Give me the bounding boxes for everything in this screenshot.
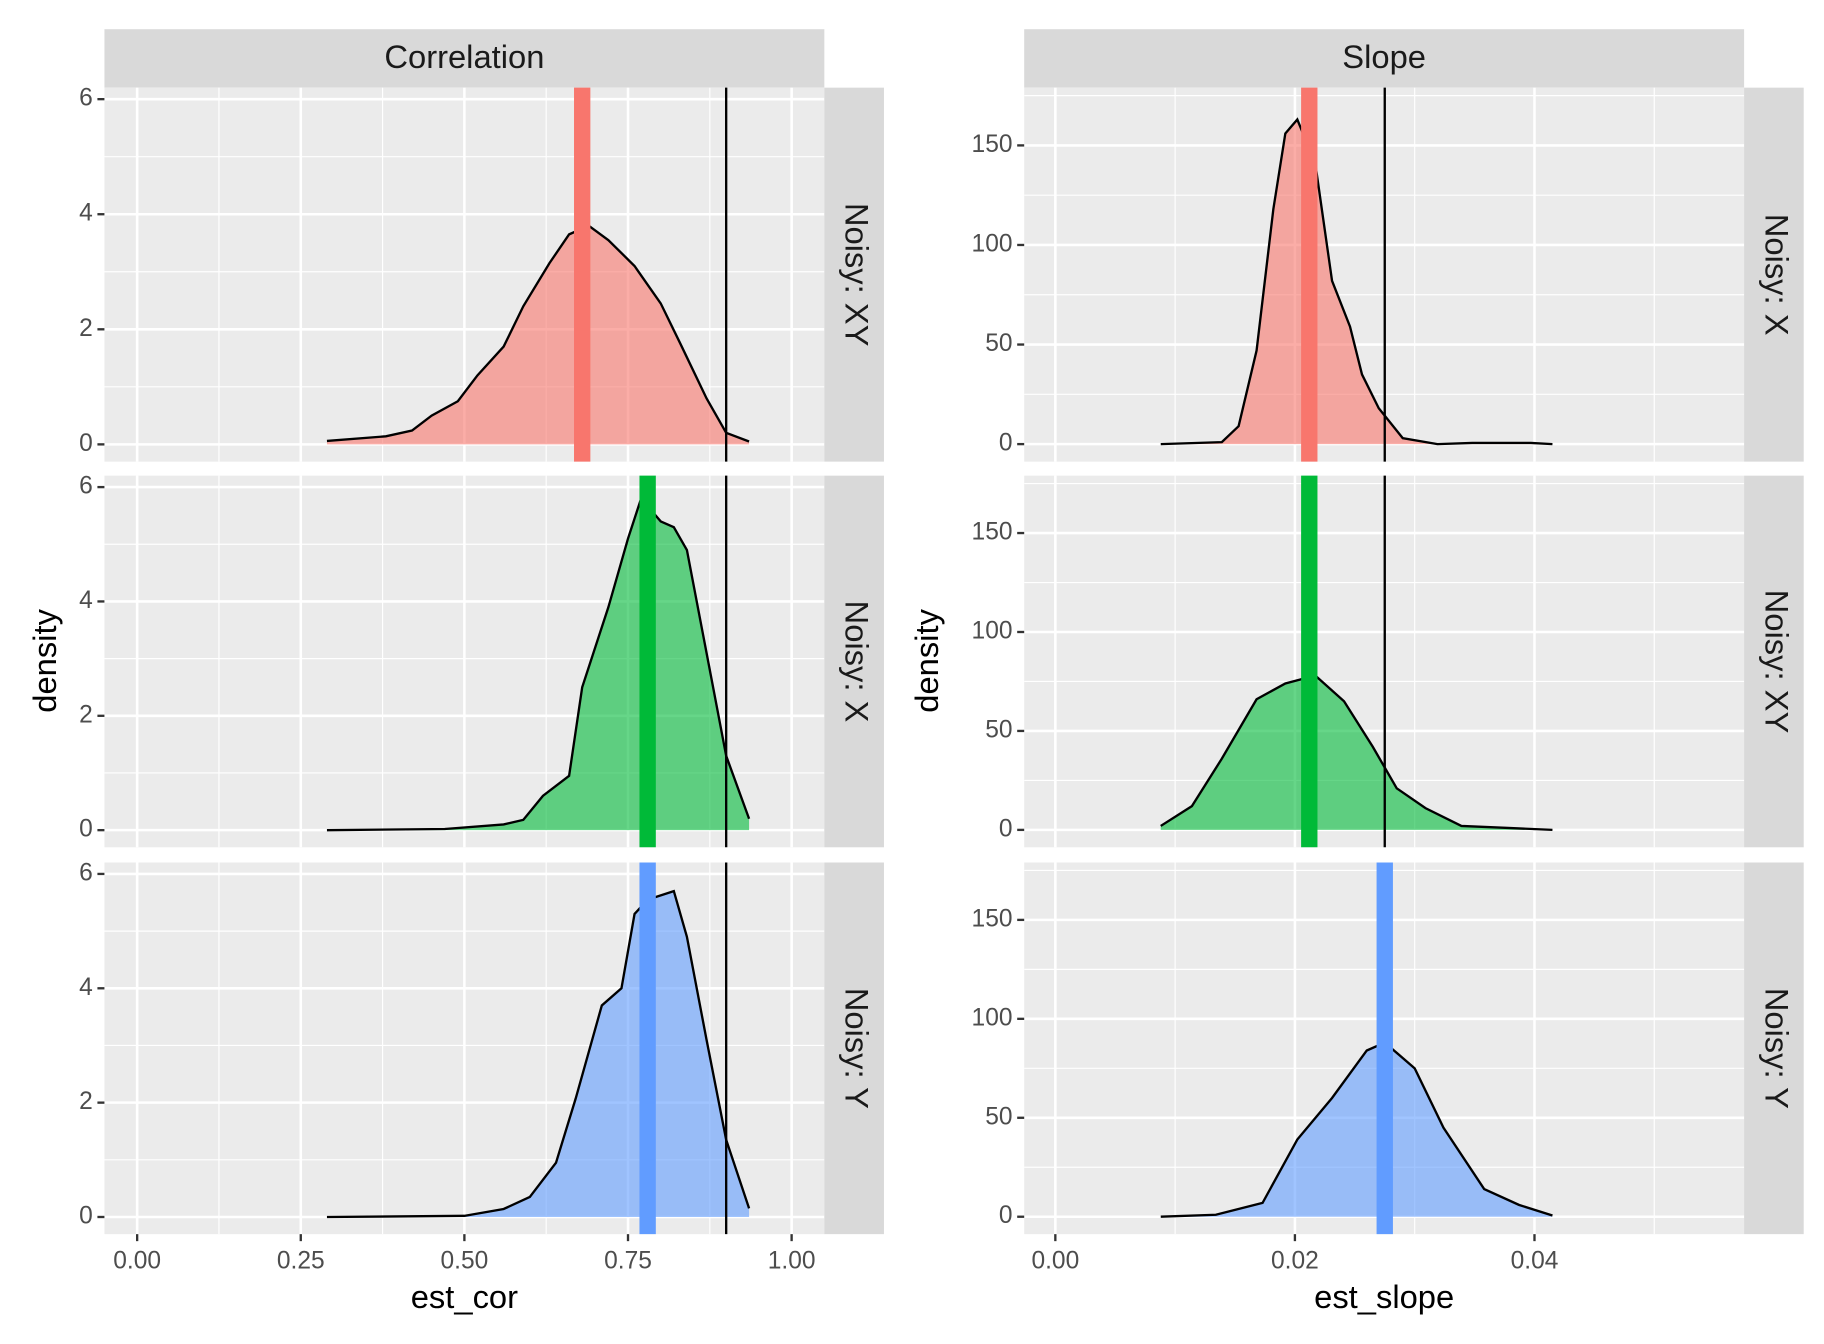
- y-axis-title: density: [26, 608, 63, 712]
- strip-title: Correlation: [384, 38, 544, 75]
- x-tick-label: 0.50: [441, 1248, 489, 1275]
- strip: [824, 475, 884, 848]
- density-line: [326, 496, 751, 832]
- y-tick-label: 0: [79, 1202, 93, 1229]
- facet-label: Noisy: X: [1758, 214, 1795, 336]
- density-line: [326, 224, 750, 443]
- y-tick-label: 6: [79, 859, 93, 886]
- x-axis-title: est_cor: [411, 1278, 518, 1315]
- x-tick-label: 0.25: [277, 1248, 325, 1275]
- x-tick-label: 0.75: [604, 1248, 652, 1275]
- y-tick-label: 2: [79, 1088, 93, 1115]
- y-tick-label: 2: [79, 315, 93, 342]
- y-tick-label: 100: [972, 230, 1013, 257]
- y-tick-label: 0: [999, 430, 1013, 457]
- y-tick-label: 0: [999, 815, 1013, 842]
- strip: [1744, 475, 1804, 848]
- density-area: [1160, 675, 1553, 830]
- density-area: [1160, 1042, 1553, 1217]
- y-tick-label: 6: [79, 473, 93, 500]
- y-tick-label: 150: [972, 131, 1013, 158]
- y-tick-label: 50: [985, 1103, 1012, 1130]
- x-tick-label: 0.02: [1271, 1248, 1319, 1275]
- facet-label: Noisy: Y: [839, 988, 876, 1109]
- strip: [824, 87, 884, 462]
- y-tick-label: 4: [79, 587, 93, 614]
- y-tick-label: 4: [79, 974, 93, 1001]
- x-tick-label: 1.00: [768, 1248, 816, 1275]
- y-tick-label: 0: [999, 1202, 1013, 1229]
- y-tick-label: 100: [972, 617, 1013, 644]
- y-tick-label: 4: [79, 200, 93, 227]
- strip: [1024, 29, 1745, 88]
- y-tick-label: 0: [79, 816, 93, 843]
- facet-label: Noisy: X: [839, 601, 876, 723]
- facet-label: Noisy: XY: [839, 203, 876, 347]
- x-tick-label: 0.00: [1031, 1248, 1079, 1275]
- facet-label: Noisy: Y: [1758, 988, 1795, 1109]
- density-line: [1160, 1041, 1553, 1218]
- strip: [1744, 87, 1804, 462]
- density-line: [326, 889, 751, 1219]
- facet-label: Noisy: XY: [1758, 590, 1795, 734]
- x-axis-title: est_slope: [1314, 1278, 1454, 1315]
- strip: [104, 29, 825, 88]
- strip: [824, 862, 884, 1235]
- y-tick-label: 0: [79, 430, 93, 457]
- x-tick-label: 0.00: [113, 1248, 161, 1275]
- y-tick-label: 100: [972, 1004, 1013, 1031]
- strip-title: Slope: [1342, 38, 1426, 75]
- y-tick-label: 150: [972, 519, 1013, 546]
- y-axis-title: density: [908, 608, 945, 712]
- y-tick-label: 150: [972, 905, 1013, 932]
- y-tick-label: 6: [79, 85, 93, 112]
- density-line: [1160, 117, 1553, 446]
- strip: [1744, 862, 1804, 1235]
- density-area: [1160, 119, 1553, 445]
- y-tick-label: 2: [79, 701, 93, 728]
- x-tick-label: 0.04: [1511, 1248, 1559, 1275]
- density-line: [1160, 674, 1553, 832]
- y-tick-label: 50: [985, 716, 1012, 743]
- y-tick-label: 50: [985, 330, 1012, 357]
